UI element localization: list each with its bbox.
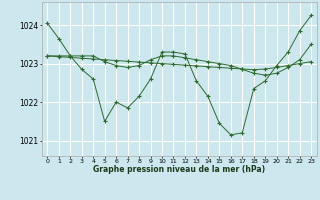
X-axis label: Graphe pression niveau de la mer (hPa): Graphe pression niveau de la mer (hPa) bbox=[93, 165, 265, 174]
